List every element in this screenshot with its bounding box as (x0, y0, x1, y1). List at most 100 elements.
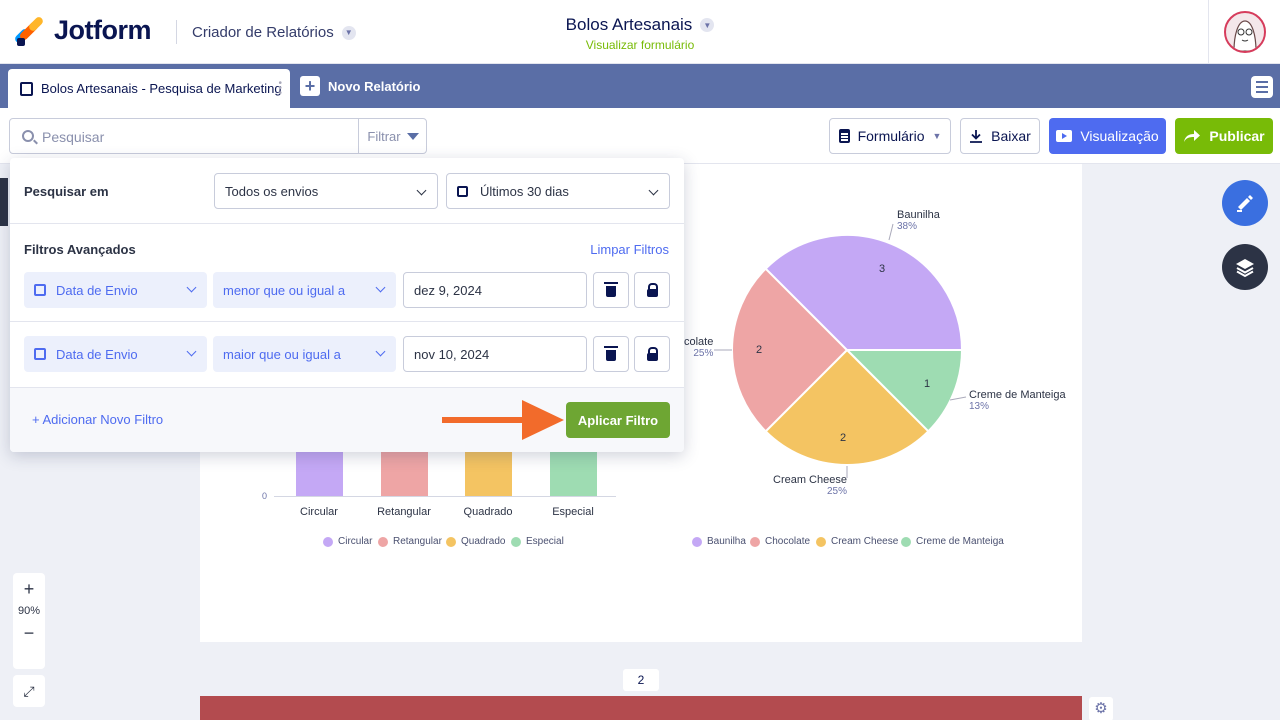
apply-filter-button[interactable]: Aplicar Filtro (566, 402, 670, 438)
new-report-button[interactable]: + Novo Relatório (300, 76, 420, 96)
hamburger-menu-icon[interactable] (1251, 76, 1273, 98)
chevron-down-icon (416, 185, 427, 196)
download-button[interactable]: Baixar (960, 118, 1040, 154)
pie-label-percent: 25% (693, 348, 714, 359)
filter-field-select[interactable]: Data de Envio (24, 272, 207, 308)
annotation-arrow-icon (442, 400, 564, 440)
pie-label-chocolate: colate 25% (684, 336, 713, 360)
report-page-2 (200, 696, 1082, 720)
search-icon (22, 130, 34, 142)
form-title-text: Bolos Artesanais (565, 15, 693, 34)
lock-filter-button[interactable] (634, 272, 670, 308)
pen-icon (1237, 195, 1253, 212)
canvas-left-edge (0, 178, 8, 226)
filter-field-value: Data de Envio (56, 282, 138, 298)
search-input[interactable]: Pesquisar (42, 129, 105, 145)
scope-select[interactable]: Todos os envios (214, 173, 438, 209)
filter-operator-value: menor que ou igual a (223, 282, 346, 298)
filter-date-input[interactable]: nov 10, 2024 (403, 336, 587, 372)
delete-filter-button[interactable] (593, 336, 629, 372)
avatar[interactable] (1224, 11, 1266, 53)
x-tick-label: Circular (300, 506, 338, 518)
legend-item[interactable]: Especial (511, 536, 564, 547)
legend-dot (323, 536, 333, 547)
top-header: Jotform Criador de Relatórios ▼ Bolos Ar… (0, 0, 1280, 64)
preview-button[interactable]: Visualização (1049, 118, 1166, 154)
filter-operator-select[interactable]: menor que ou igual a (213, 272, 396, 308)
search-box: Pesquisar Filtrar (9, 118, 427, 154)
legend-item[interactable]: Retangular (378, 536, 442, 547)
download-label: Baixar (991, 128, 1031, 144)
legend-label: Retangular (393, 536, 442, 547)
chevron-down-icon (375, 282, 386, 293)
legend-item[interactable]: Chocolate (750, 536, 810, 547)
x-axis-line (274, 496, 616, 497)
advanced-filters-label: Filtros Avançados (24, 242, 136, 257)
header-divider (176, 20, 177, 44)
zoom-in-button[interactable]: + (23, 579, 35, 599)
divider (10, 387, 684, 388)
legend-item[interactable]: Baunilha (692, 536, 746, 547)
bar-quadrado[interactable] (465, 452, 512, 496)
legend-item[interactable]: Quadrado (446, 536, 505, 547)
chevron-down-icon: ▼ (700, 18, 715, 32)
share-arrow-icon (1184, 130, 1201, 142)
add-new-filter-link[interactable]: + Adicionar Novo Filtro (32, 412, 164, 427)
filter-button[interactable]: Filtrar (358, 119, 427, 153)
filter-field-select[interactable]: Data de Envio (24, 336, 207, 372)
slice-value-chocolate: 2 (756, 344, 763, 356)
gear-icon[interactable]: ⚙ (1089, 697, 1113, 720)
bar-retangular[interactable] (381, 452, 428, 496)
zoom-controls: + 90% − (13, 573, 45, 669)
filter-date-value: nov 10, 2024 (414, 346, 490, 362)
form-title[interactable]: Bolos Artesanais ▼ (566, 15, 715, 35)
avatar-container (1208, 0, 1280, 64)
form-title-area: Bolos Artesanais ▼ Visualizar formulário (0, 15, 1280, 52)
chevron-down-icon (186, 346, 197, 357)
filter-operator-value: maior que ou igual a (223, 346, 341, 362)
legend-item[interactable]: Cream Cheese (816, 536, 898, 547)
bar-circular[interactable] (296, 452, 343, 496)
toolbar: Pesquisar Filtrar Formulário ▼ Baixar Vi… (0, 108, 1280, 164)
legend-dot (816, 536, 826, 547)
lock-filter-button[interactable] (634, 336, 670, 372)
legend-dot (511, 536, 521, 547)
form-dropdown-button[interactable]: Formulário ▼ (829, 118, 951, 154)
filter-date-input[interactable]: dez 9, 2024 (403, 272, 587, 308)
pie-label-percent: 25% (826, 486, 847, 497)
filter-operator-select[interactable]: maior que ou igual a (213, 336, 396, 372)
tab-options-icon[interactable]: • • • (278, 78, 282, 99)
pie-label-creme: Creme de Manteiga 13% (969, 389, 1066, 413)
chevron-down-icon: ▼ (932, 131, 942, 141)
report-tab-bar: Bolos Artesanais - Pesquisa de Marketing… (0, 64, 1280, 108)
view-form-link[interactable]: Visualizar formulário (585, 38, 695, 52)
legend-item[interactable]: Creme de Manteiga (901, 536, 1004, 547)
layers-button[interactable] (1222, 244, 1268, 290)
app-switcher[interactable]: Criador de Relatórios ▼ (192, 24, 356, 41)
chevron-down-icon (186, 282, 197, 293)
publish-button[interactable]: Publicar (1175, 118, 1273, 154)
form-icon (838, 129, 850, 143)
tab-label: Bolos Artesanais - Pesquisa de Marketing (41, 81, 282, 96)
legend-dot (692, 536, 702, 547)
zoom-out-button[interactable]: − (23, 623, 35, 643)
plus-icon: + (300, 76, 320, 96)
calendar-icon (34, 284, 46, 296)
legend-item[interactable]: Circular (323, 536, 372, 547)
pie-label-name: Cream Cheese (773, 474, 847, 486)
delete-filter-button[interactable] (593, 272, 629, 308)
bar-especial[interactable] (550, 452, 597, 496)
scope-select-value: Todos os envios (225, 183, 319, 199)
filter-field-value: Data de Envio (56, 346, 138, 362)
trash-icon (604, 346, 618, 361)
jotform-logo[interactable]: Jotform (13, 14, 152, 46)
page-number: 2 (623, 669, 659, 691)
tab-marketing-report[interactable]: Bolos Artesanais - Pesquisa de Marketing… (8, 69, 290, 108)
filter-date-value: dez 9, 2024 (414, 282, 482, 298)
slice-value-creme: 1 (924, 378, 931, 390)
fullscreen-icon[interactable]: ⤢ (13, 675, 45, 707)
new-report-label: Novo Relatório (328, 78, 421, 94)
date-range-select[interactable]: Últimos 30 dias (446, 173, 670, 209)
report-builder-button[interactable] (1222, 180, 1268, 226)
clear-filters-link[interactable]: Limpar Filtros (590, 242, 669, 257)
